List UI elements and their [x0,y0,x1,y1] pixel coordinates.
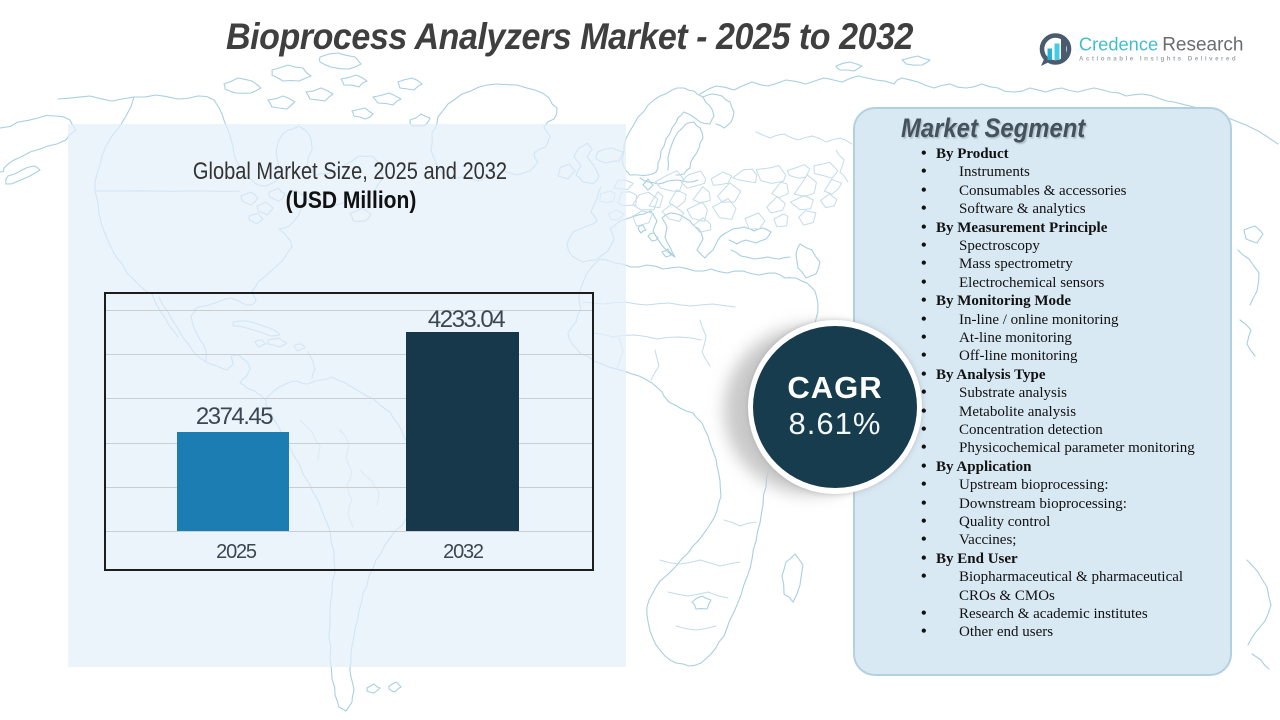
svg-text:Actionable Insights Delivered: Actionable Insights Delivered [1079,56,1238,63]
svg-text:Research: Research [1162,35,1243,56]
svg-text:Credence: Credence [1079,34,1158,55]
